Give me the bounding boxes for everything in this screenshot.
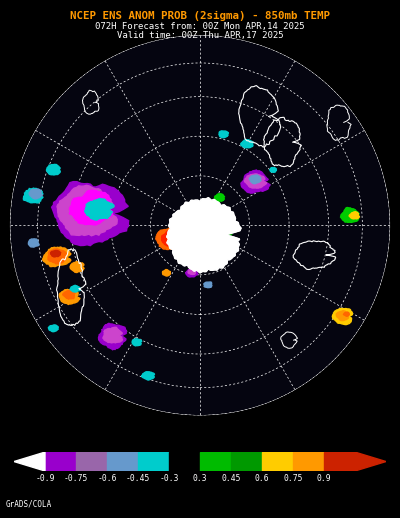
Bar	[107, 452, 138, 471]
Bar	[76, 452, 107, 471]
Polygon shape	[46, 164, 60, 175]
Text: 0.75: 0.75	[283, 474, 303, 483]
Polygon shape	[244, 174, 267, 188]
Text: -0.6: -0.6	[97, 474, 117, 483]
Text: 0.9: 0.9	[317, 474, 331, 483]
Bar	[138, 452, 169, 471]
Polygon shape	[241, 170, 270, 193]
Polygon shape	[355, 452, 386, 471]
Bar	[324, 452, 355, 471]
Text: 0.6: 0.6	[255, 474, 269, 483]
Text: 0.3: 0.3	[193, 474, 207, 483]
Polygon shape	[98, 323, 126, 350]
Polygon shape	[162, 231, 179, 246]
Text: Valid time: 00Z Thu APR,17 2025: Valid time: 00Z Thu APR,17 2025	[117, 31, 283, 39]
Polygon shape	[162, 269, 170, 276]
Bar	[262, 452, 293, 471]
Polygon shape	[204, 282, 212, 287]
Text: GrADS/COLA: GrADS/COLA	[6, 500, 52, 509]
Polygon shape	[213, 230, 227, 240]
Bar	[231, 452, 262, 471]
Text: 072H Forecast from: 00Z Mon APR,14 2025: 072H Forecast from: 00Z Mon APR,14 2025	[95, 22, 305, 31]
Text: -0.9: -0.9	[35, 474, 55, 483]
Polygon shape	[349, 212, 360, 219]
Polygon shape	[332, 308, 352, 325]
Polygon shape	[340, 208, 359, 222]
Polygon shape	[186, 269, 198, 277]
Polygon shape	[241, 139, 253, 148]
Polygon shape	[172, 240, 180, 247]
Text: NCEP ENS ANOM PROB (2sigma) - 850mb TEMP: NCEP ENS ANOM PROB (2sigma) - 850mb TEMP	[70, 11, 330, 21]
Polygon shape	[142, 372, 154, 380]
Polygon shape	[48, 325, 58, 332]
Polygon shape	[167, 198, 241, 273]
Polygon shape	[214, 194, 224, 202]
Polygon shape	[43, 247, 71, 267]
Polygon shape	[14, 452, 45, 471]
Text: -0.45: -0.45	[126, 474, 150, 483]
Text: -0.75: -0.75	[64, 474, 88, 483]
Polygon shape	[70, 285, 80, 292]
Polygon shape	[43, 254, 55, 264]
Polygon shape	[48, 249, 67, 264]
Polygon shape	[59, 290, 80, 305]
Polygon shape	[249, 175, 261, 184]
Polygon shape	[219, 131, 228, 138]
Polygon shape	[336, 311, 349, 321]
Bar	[45, 452, 76, 471]
Text: -0.3: -0.3	[159, 474, 179, 483]
Polygon shape	[156, 228, 181, 250]
Polygon shape	[70, 262, 84, 272]
Polygon shape	[188, 269, 196, 275]
Polygon shape	[344, 312, 349, 316]
Bar	[169, 452, 200, 471]
Polygon shape	[103, 327, 122, 343]
Polygon shape	[10, 35, 390, 415]
Polygon shape	[52, 182, 129, 246]
Polygon shape	[50, 251, 61, 257]
Polygon shape	[63, 291, 75, 299]
Bar	[200, 452, 231, 471]
Bar	[293, 452, 324, 471]
Polygon shape	[85, 198, 114, 220]
Polygon shape	[69, 190, 113, 225]
Polygon shape	[28, 239, 39, 247]
Text: 0.45: 0.45	[221, 474, 241, 483]
Polygon shape	[57, 185, 117, 236]
Polygon shape	[132, 339, 142, 346]
Polygon shape	[23, 188, 43, 203]
Polygon shape	[270, 168, 277, 172]
Polygon shape	[224, 231, 232, 236]
Polygon shape	[29, 189, 42, 199]
Polygon shape	[204, 236, 212, 243]
